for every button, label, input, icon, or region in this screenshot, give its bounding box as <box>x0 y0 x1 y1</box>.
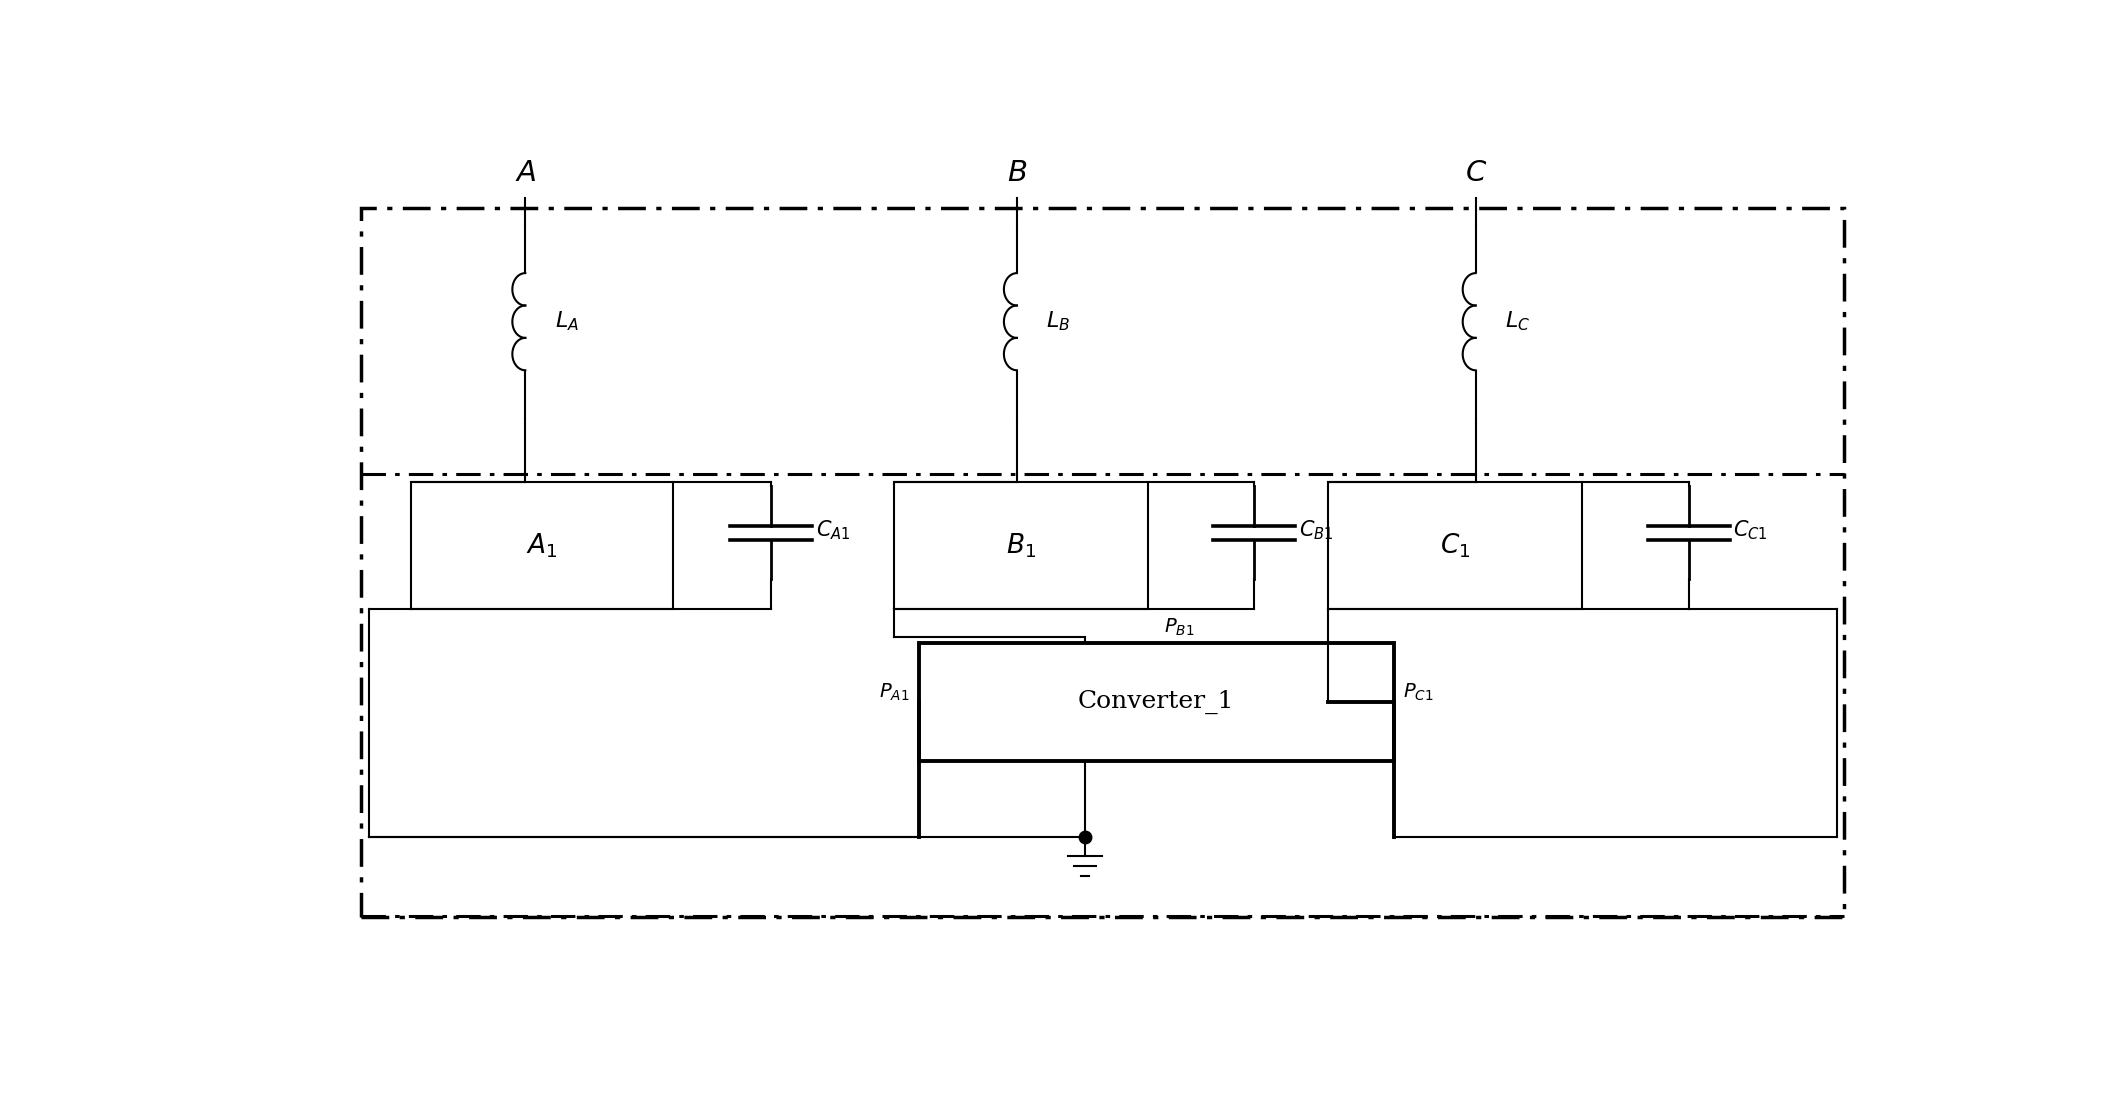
Text: $C_{C1}$: $C_{C1}$ <box>1734 519 1768 542</box>
FancyBboxPatch shape <box>362 207 1845 917</box>
Bar <box>894 483 1147 609</box>
Text: $P_{B1}$: $P_{B1}$ <box>1164 617 1194 638</box>
Text: $B$: $B$ <box>1007 159 1028 186</box>
Text: $P_{A1}$: $P_{A1}$ <box>879 682 909 703</box>
Text: $P_{C1}$: $P_{C1}$ <box>1402 682 1434 703</box>
Text: $A$: $A$ <box>515 159 536 186</box>
Text: $L_A$: $L_A$ <box>555 309 579 333</box>
Text: $C$: $C$ <box>1464 159 1487 186</box>
Text: $C_{B1}$: $C_{B1}$ <box>1300 519 1334 542</box>
Text: Converter_1: Converter_1 <box>1079 690 1234 714</box>
Text: $B_1$: $B_1$ <box>1007 531 1036 559</box>
Text: $A_1$: $A_1$ <box>526 531 558 559</box>
Text: $C_{A1}$: $C_{A1}$ <box>815 519 851 542</box>
Bar <box>411 483 672 609</box>
Text: $C_1$: $C_1$ <box>1441 531 1470 559</box>
Bar <box>1328 483 1581 609</box>
Bar <box>919 643 1394 761</box>
Text: $L_B$: $L_B$ <box>1047 309 1070 333</box>
Text: $L_C$: $L_C$ <box>1504 309 1530 333</box>
